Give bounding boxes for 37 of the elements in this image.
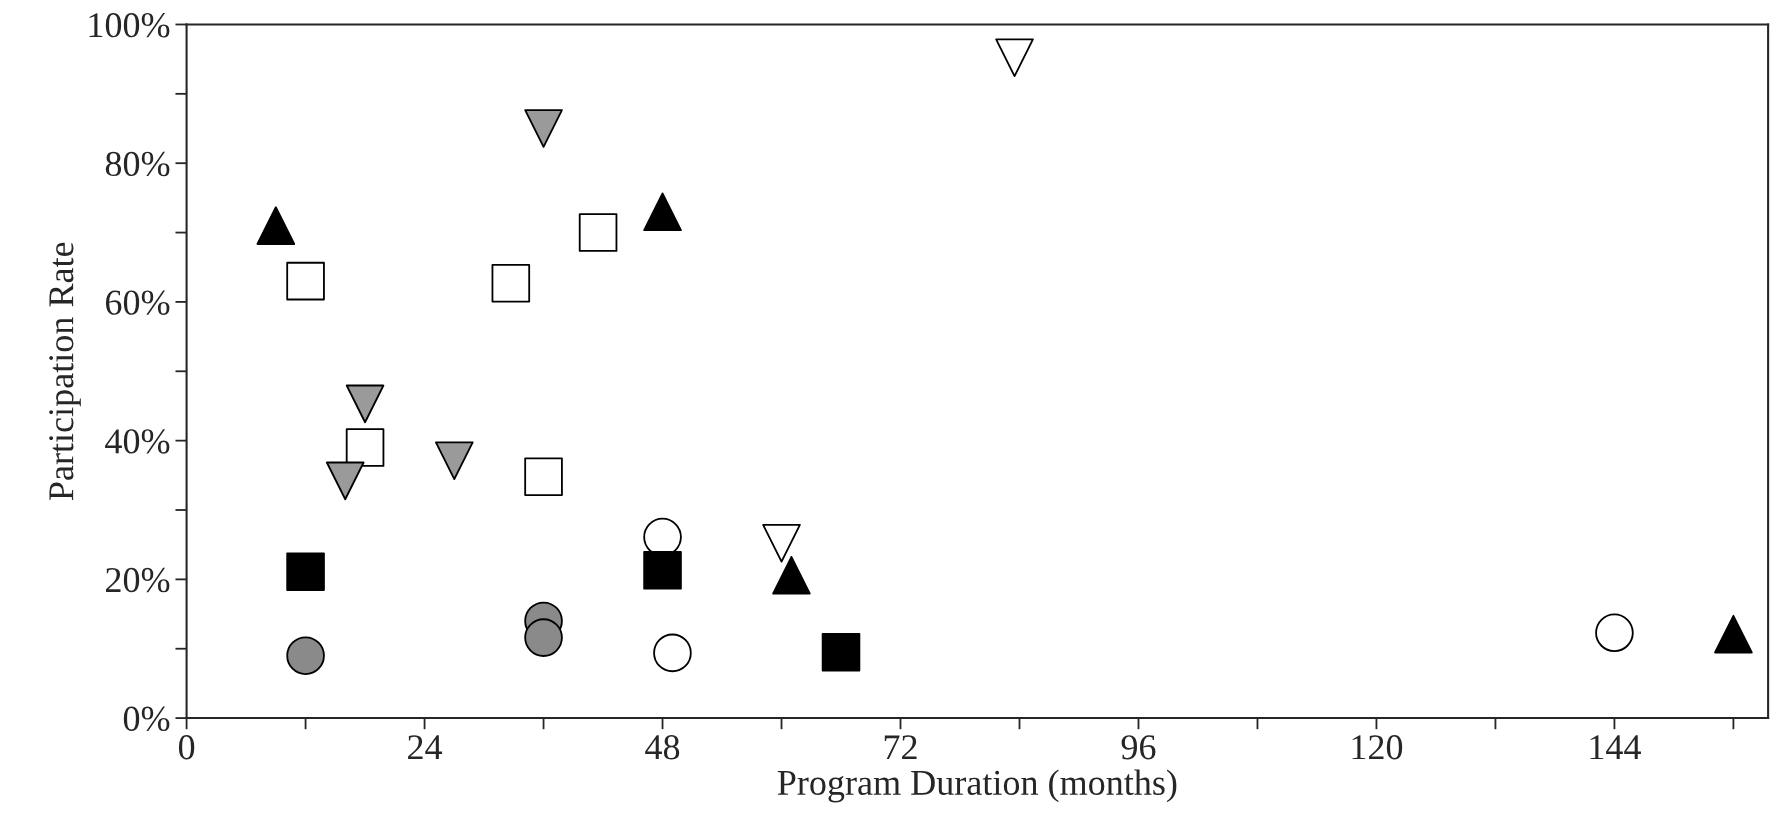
x-tick-label: 72 xyxy=(884,735,917,760)
point xyxy=(643,551,682,590)
point xyxy=(345,384,385,424)
point xyxy=(491,263,531,303)
y-tick-label: 80% xyxy=(105,151,170,177)
x-tick-label: 48 xyxy=(645,735,680,760)
point xyxy=(772,555,811,595)
x-axis-title: Program Duration (months) xyxy=(777,769,1177,803)
y-tick-label: 60% xyxy=(105,290,170,315)
point xyxy=(643,192,682,232)
y-tick-label: 20% xyxy=(106,567,170,593)
x-tick-label: 120 xyxy=(1352,735,1403,760)
point xyxy=(256,206,296,245)
y-tick-label: 100% xyxy=(89,12,170,38)
point xyxy=(286,261,325,301)
point xyxy=(762,524,801,563)
point xyxy=(1714,614,1753,654)
y-tick-label: 40% xyxy=(105,429,170,454)
point xyxy=(524,457,563,496)
point xyxy=(325,461,365,501)
point xyxy=(1595,613,1634,653)
x-tick-label: 96 xyxy=(1121,735,1156,760)
x-tick-label: 144 xyxy=(1590,735,1641,760)
point xyxy=(653,633,692,673)
point xyxy=(524,618,563,657)
point xyxy=(435,441,474,481)
point xyxy=(286,636,325,675)
y-tick-label: 0% xyxy=(123,706,170,732)
y-axis-title: Participation Rate xyxy=(49,242,81,501)
point xyxy=(345,428,385,467)
point xyxy=(578,213,618,252)
x-tick-label: 0 xyxy=(178,735,195,760)
point xyxy=(995,38,1034,78)
x-tick-label: 24 xyxy=(408,735,443,760)
point xyxy=(524,109,563,148)
point xyxy=(286,552,325,592)
point xyxy=(821,632,861,672)
